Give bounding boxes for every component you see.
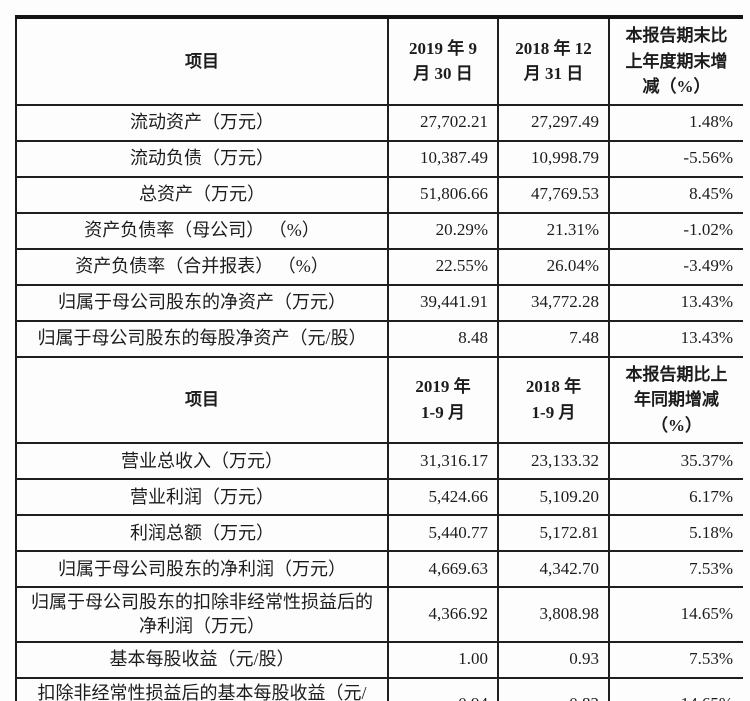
section2-header-current-period: 2019 年 1-9 月: [387, 356, 498, 444]
table-row: 资产负债率（母公司） （%） 20.29% 21.31% -1.02%: [16, 212, 743, 250]
section1-header-item: 项目: [16, 17, 388, 106]
section2-header-change: 本报告期比上 年同期增减 （%）: [608, 356, 743, 444]
row-label: 归属于母公司股东的每股净资产（元/股）: [16, 320, 388, 358]
table-row: 归属于母公司股东的净利润（万元） 4,669.63 4,342.70 7.53%: [16, 551, 743, 588]
section1-header-current-period: 2019 年 9 月 30 日: [387, 17, 498, 106]
table-row: 营业总收入（万元） 31,316.17 23,133.32 35.37%: [16, 443, 743, 480]
section2-header-item: 项目: [16, 356, 388, 444]
row-label: 基本每股收益（元/股）: [16, 641, 388, 679]
table-row: 基本每股收益（元/股） 1.00 0.93 7.53%: [16, 641, 743, 679]
value-change: 14.65%: [608, 587, 743, 643]
value-prior: 10,998.79: [497, 140, 609, 178]
value-current: 4,669.63: [387, 551, 498, 588]
value-change: 35.37%: [608, 443, 743, 480]
value-prior: 27,297.49: [497, 104, 609, 142]
table-row: 归属于母公司股东的每股净资产（元/股） 8.48 7.48 13.43%: [16, 320, 743, 358]
value-change: -3.49%: [608, 248, 743, 286]
value-prior: 47,769.53: [497, 176, 609, 214]
value-current: 1.00: [387, 641, 498, 679]
value-prior: 4,342.70: [497, 551, 609, 588]
value-change: 5.18%: [608, 515, 743, 552]
section1-header-change: 本报告期末比 上年度期末增 减（%）: [608, 17, 743, 106]
table-row: 归属于母公司股东的扣除非经常性损益后的 净利润（万元） 4,366.92 3,8…: [16, 587, 743, 643]
value-prior: 34,772.28: [497, 284, 609, 322]
value-prior: 0.82: [497, 677, 609, 701]
value-current: 27,702.21: [387, 104, 498, 142]
value-prior: 26.04%: [497, 248, 609, 286]
value-prior: 23,133.32: [497, 443, 609, 480]
value-change: 7.53%: [608, 551, 743, 588]
value-change: 6.17%: [608, 479, 743, 516]
table-row: 总资产（万元） 51,806.66 47,769.53 8.45%: [16, 176, 743, 214]
value-change: 13.43%: [608, 320, 743, 358]
value-current: 20.29%: [387, 212, 498, 250]
value-change: 14.65%: [608, 677, 743, 701]
table-row: 资产负债率（合并报表） （%） 22.55% 26.04% -3.49%: [16, 248, 743, 286]
table-row: 利润总额（万元） 5,440.77 5,172.81 5.18%: [16, 515, 743, 552]
row-label: 总资产（万元）: [16, 176, 388, 214]
table-row: 流动资产（万元） 27,702.21 27,297.49 1.48%: [16, 104, 743, 142]
value-change: 1.48%: [608, 104, 743, 142]
row-label: 营业总收入（万元）: [16, 443, 388, 480]
value-current: 5,424.66: [387, 479, 498, 516]
value-prior: 0.93: [497, 641, 609, 679]
value-prior: 5,172.81: [497, 515, 609, 552]
value-prior: 7.48: [497, 320, 609, 358]
value-change: 7.53%: [608, 641, 743, 679]
row-label: 营业利润（万元）: [16, 479, 388, 516]
value-current: 5,440.77: [387, 515, 498, 552]
table-row: 归属于母公司股东的净资产（万元） 39,441.91 34,772.28 13.…: [16, 284, 743, 322]
value-change: -1.02%: [608, 212, 743, 250]
row-label: 归属于母公司股东的扣除非经常性损益后的 净利润（万元）: [16, 587, 388, 643]
row-label: 归属于母公司股东的净资产（万元）: [16, 284, 388, 322]
financial-summary-table: 项目 2019 年 9 月 30 日 2018 年 12 月 31 日 本报告期…: [15, 15, 743, 701]
table-row: 流动负债（万元） 10,387.49 10,998.79 -5.56%: [16, 140, 743, 178]
value-change: 8.45%: [608, 176, 743, 214]
table-row: 扣除非经常性损益后的基本每股收益（元/ 股） 0.94 0.82 14.65%: [16, 677, 743, 701]
value-change: -5.56%: [608, 140, 743, 178]
value-current: 22.55%: [387, 248, 498, 286]
value-current: 31,316.17: [387, 443, 498, 480]
value-current: 39,441.91: [387, 284, 498, 322]
value-change: 13.43%: [608, 284, 743, 322]
row-label: 流动负债（万元）: [16, 140, 388, 178]
value-current: 51,806.66: [387, 176, 498, 214]
value-current: 10,387.49: [387, 140, 498, 178]
value-prior: 5,109.20: [497, 479, 609, 516]
row-label: 扣除非经常性损益后的基本每股收益（元/ 股）: [16, 677, 388, 701]
row-label: 资产负债率（母公司） （%）: [16, 212, 388, 250]
row-label: 利润总额（万元）: [16, 515, 388, 552]
section1-header-prior-period: 2018 年 12 月 31 日: [497, 17, 609, 106]
section2-header-row: 项目 2019 年 1-9 月 2018 年 1-9 月 本报告期比上 年同期增…: [16, 356, 743, 444]
row-label: 归属于母公司股东的净利润（万元）: [16, 551, 388, 588]
row-label: 流动资产（万元）: [16, 104, 388, 142]
value-current: 0.94: [387, 677, 498, 701]
value-current: 8.48: [387, 320, 498, 358]
value-prior: 3,808.98: [497, 587, 609, 643]
section1-header-row: 项目 2019 年 9 月 30 日 2018 年 12 月 31 日 本报告期…: [16, 17, 743, 106]
value-prior: 21.31%: [497, 212, 609, 250]
value-current: 4,366.92: [387, 587, 498, 643]
table-row: 营业利润（万元） 5,424.66 5,109.20 6.17%: [16, 479, 743, 516]
section2-header-prior-period: 2018 年 1-9 月: [497, 356, 609, 444]
row-label: 资产负债率（合并报表） （%）: [16, 248, 388, 286]
